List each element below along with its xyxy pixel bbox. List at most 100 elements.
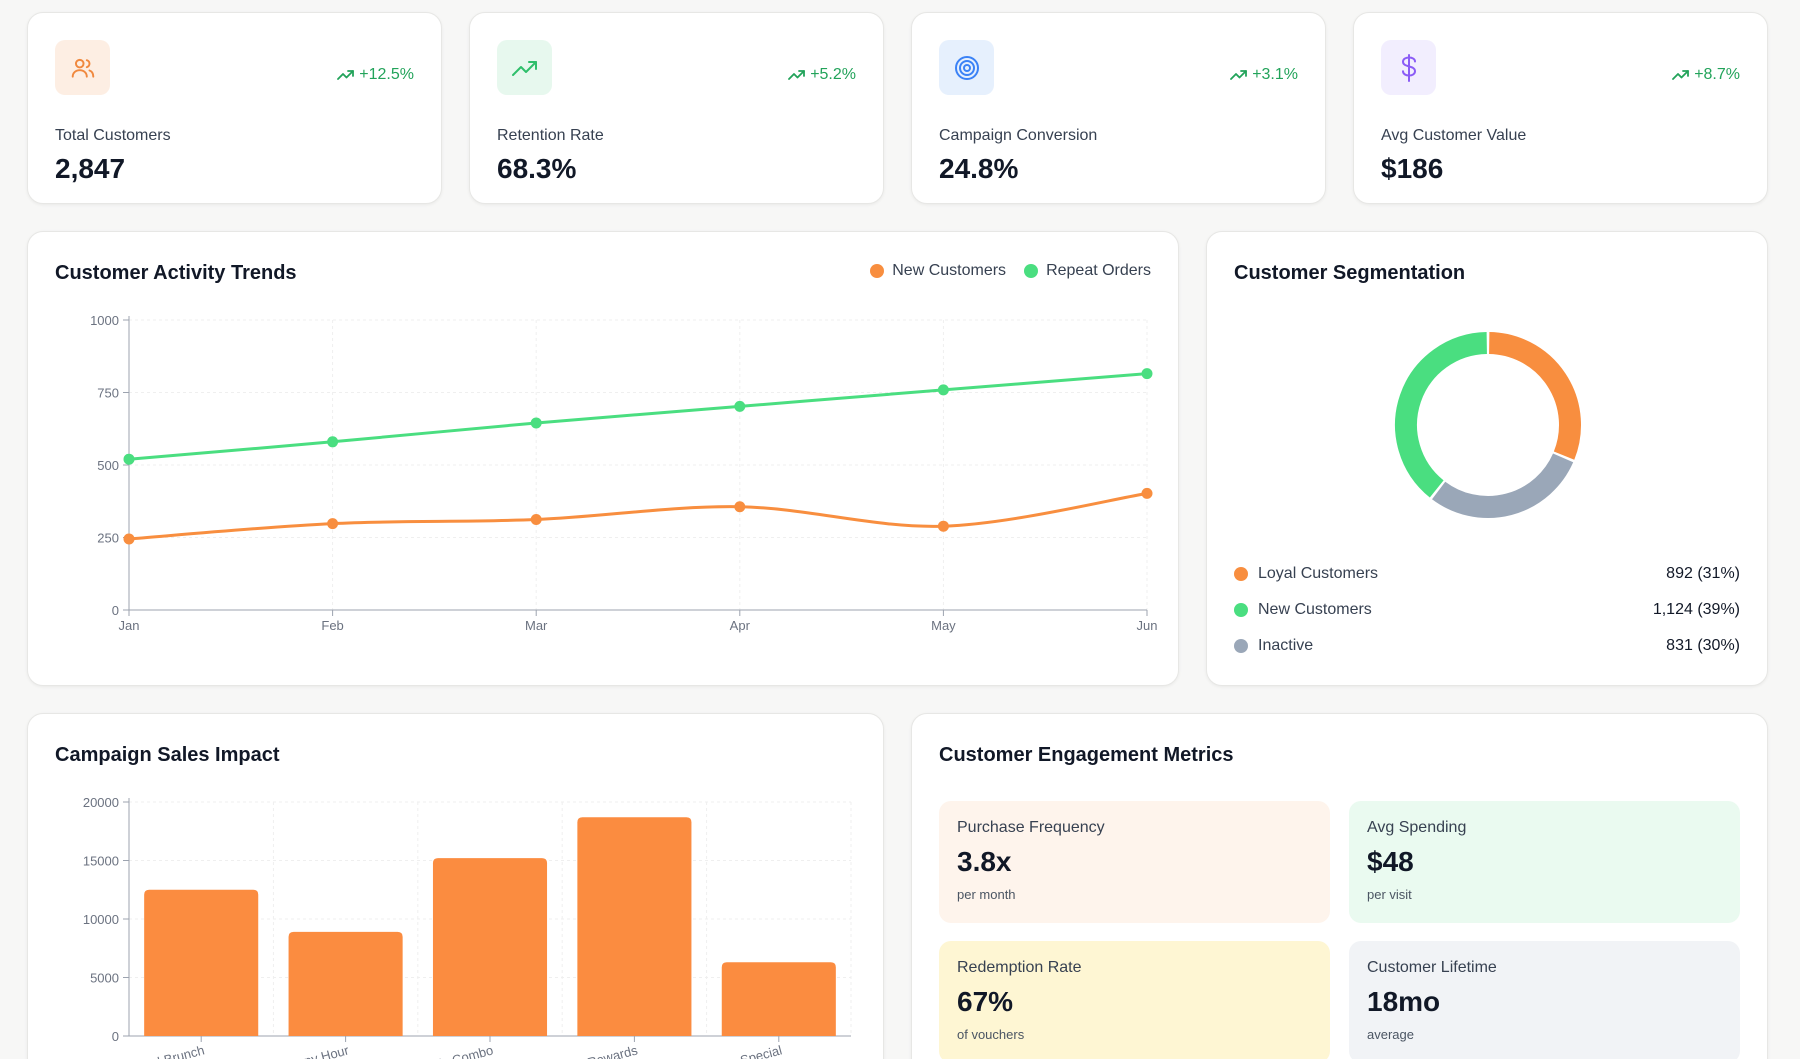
kpi-label: Retention Rate [497, 127, 604, 144]
bar [577, 817, 692, 1036]
chart-title: Customer Segmentation [1234, 262, 1466, 284]
chart-title: Customer Activity Trends [55, 262, 297, 284]
data-point [1141, 487, 1153, 499]
y-tick-label: 250 [97, 531, 119, 546]
data-point [937, 384, 949, 396]
kpi-value: 2,847 [55, 153, 126, 184]
segment-name: New Customers [1258, 601, 1372, 618]
y-tick-label: 10000 [83, 912, 119, 927]
metric-tile-redemption-rate: Redemption Rate 67% of vouchers [939, 941, 1330, 1059]
kpi-change: +5.2% [788, 66, 856, 84]
donut-slice [1488, 332, 1581, 460]
segment-value: 892 (31%) [1666, 565, 1740, 582]
y-tick-label: 5000 [90, 971, 119, 986]
metric-label: Avg Spending [1367, 819, 1467, 836]
bar [721, 962, 836, 1036]
kpi-label: Total Customers [55, 127, 171, 144]
metric-sub: per visit [1367, 887, 1412, 902]
legend-label: New Customers [892, 262, 1007, 279]
metric-sub: average [1367, 1027, 1414, 1042]
data-point [734, 501, 746, 513]
kpi-change-value: +8.7% [1694, 66, 1740, 83]
legend-item-new-customers[interactable]: New Customers [870, 262, 1006, 280]
x-tick-label: Jun [1137, 618, 1158, 633]
metric-tile-avg-spending: Avg Spending $48 per visit [1349, 801, 1740, 923]
kpi-value: 68.3% [497, 153, 577, 184]
engagement-metrics-card: Customer Engagement Metrics Purchase Fre… [911, 713, 1768, 1059]
y-tick-label: 750 [97, 386, 119, 401]
kpi-value: $186 [1381, 153, 1444, 184]
trending-up-icon [511, 60, 537, 76]
kpi-label: Campaign Conversion [939, 127, 1098, 144]
data-point [327, 518, 339, 530]
campaign-sales-card: Campaign Sales Impact 0 5000 10000 15000 200… [27, 713, 884, 1059]
metric-value: 3.8x [957, 846, 1012, 877]
x-tick-label: Family Combo [410, 1042, 495, 1059]
segment-value: 831 (30%) [1666, 637, 1740, 654]
segment-name: Inactive [1258, 637, 1314, 654]
metric-value: 18mo [1367, 986, 1441, 1017]
metric-label: Purchase Frequency [957, 819, 1105, 836]
series-line [128, 491, 1148, 541]
kpi-change: +3.1% [1230, 66, 1298, 84]
x-tick-label: Weekend Brunch [106, 1042, 206, 1059]
segment-dot [1234, 567, 1248, 581]
y-tick-label: 1000 [90, 313, 119, 328]
legend-label: Repeat Orders [1046, 262, 1151, 279]
kpi-card-retention-rate: +5.2% Retention Rate 68.3% [469, 12, 884, 204]
segment-dot [1234, 603, 1248, 617]
data-point [530, 417, 542, 429]
activity-line-chart: 0 250 500 750 1000 Jan Feb Mar Apr May Jun [90, 313, 1158, 633]
kpi-card-total-customers: +12.5% Total Customers 2,847 [27, 12, 442, 204]
target-icon [954, 55, 979, 80]
section-title: Customer Engagement Metrics [939, 744, 1234, 766]
segment-row-new: New Customers 1,124 (39%) [1234, 601, 1740, 619]
x-tick-label: Feb [321, 618, 343, 633]
dollar-icon [1401, 53, 1416, 82]
bar [288, 931, 403, 1036]
segment-row-inactive: Inactive 831 (30%) [1234, 637, 1740, 655]
legend-item-repeat-orders[interactable]: Repeat Orders [1024, 262, 1151, 280]
data-point [327, 436, 339, 448]
kpi-value: 24.8% [939, 153, 1019, 184]
x-tick-label: Birthday Special [689, 1042, 784, 1059]
data-point [734, 400, 746, 412]
donut-slice [1395, 332, 1488, 498]
customer-segmentation-card: Customer Segmentation Loyal Customers 89… [1206, 231, 1768, 686]
y-tick-label: 0 [112, 1029, 119, 1044]
x-tick-label: Happy Hour [279, 1042, 351, 1059]
trend-up-icon [337, 70, 355, 80]
segment-name: Loyal Customers [1258, 565, 1379, 582]
chart-title: Campaign Sales Impact [55, 744, 280, 766]
data-point [123, 453, 135, 465]
metric-label: Customer Lifetime [1367, 959, 1497, 976]
y-tick-label: 20000 [83, 795, 119, 810]
users-icon [71, 58, 94, 78]
y-tick-label: 15000 [83, 854, 119, 869]
x-tick-label: Loyalty Rewards [542, 1042, 639, 1059]
segment-row-loyal: Loyal Customers 892 (31%) [1234, 565, 1740, 583]
x-tick-label: May [931, 618, 956, 633]
metric-tile-customer-lifetime: Customer Lifetime 18mo average [1349, 941, 1740, 1059]
metric-value: $48 [1367, 846, 1414, 877]
trending-up-icon-tile [497, 40, 552, 95]
legend-dot [1024, 264, 1039, 278]
kpi-change: +12.5% [337, 66, 414, 84]
chart-legend: New Customers Repeat Orders [870, 262, 1151, 280]
data-point [937, 520, 949, 532]
x-tick-label: Apr [730, 618, 751, 633]
kpi-card-avg-customer-value: +8.7% Avg Customer Value $186 [1353, 12, 1768, 204]
data-point [1141, 368, 1153, 380]
campaign-bar-chart: 0 5000 10000 15000 20000 Weekend Brunch Happy … [83, 795, 852, 1059]
data-point [123, 533, 135, 545]
series-line [128, 372, 1148, 461]
segment-dot [1234, 639, 1248, 653]
kpi-change: +8.7% [1672, 66, 1740, 84]
trend-up-icon [1230, 70, 1248, 80]
metric-tile-purchase-frequency: Purchase Frequency 3.8x per month [939, 801, 1330, 923]
donut-slice [1432, 453, 1574, 518]
users-icon-tile [55, 40, 110, 95]
trend-up-icon [1672, 70, 1690, 80]
metric-sub: of vouchers [957, 1027, 1025, 1042]
bar [432, 858, 548, 1036]
